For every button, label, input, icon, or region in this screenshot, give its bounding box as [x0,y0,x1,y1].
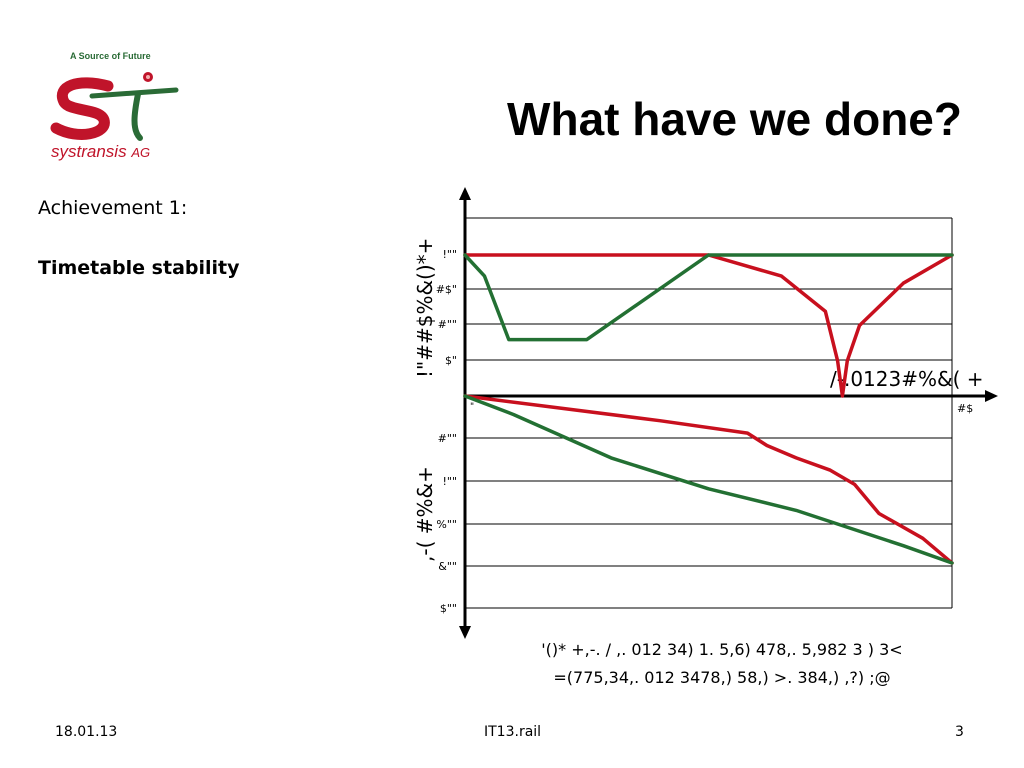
y-axis-arrow-down [459,626,471,639]
top-y-tick-label: #"" [438,318,457,331]
page-number: 3 [955,724,964,740]
slide-title: What have we done? [507,93,962,145]
bottom-series-red [463,394,954,565]
bottom-y-tick-label: &"" [438,560,457,573]
chart-caption-line-2: =(775,34,. 012 3478,) 58,) >. 384,) ,?) … [553,668,890,687]
achievement-value: Timetable stability [38,257,240,279]
bottom-y-tick-label: #"" [438,432,457,445]
y-axis-arrow-up [459,187,471,200]
top-series-green [463,253,954,342]
achievement-label: Achievement 1: [38,197,188,219]
bottom-y-tick-label: $"" [440,602,457,615]
chart-caption-line-1: '()* +,-. / ,. 012 34) 1. 5,6) 478,. 5,9… [541,640,902,659]
logo-company-suffix: AG [131,145,151,160]
footer-title: IT13.rail [484,724,542,740]
logo-tagline: A Source of Future [70,51,151,61]
top-series-red [463,253,954,398]
bottom-series-green [463,394,954,565]
logo-company-text: systransis [51,142,127,161]
top-y-tick-label: $" [445,354,457,367]
x-tick-label-origin: " [470,402,474,412]
bottom-y-axis-label: ,-( #%&+ [413,466,437,562]
x-tick-label-end: #$ [957,402,973,415]
top-y-axis-label: !"##$%&()*+ [413,238,437,378]
company-logo: A Source of Future systransis AG [48,48,188,163]
footer-date: 18.01.13 [55,724,118,740]
x-axis-arrow [985,390,998,402]
bottom-y-tick-label: !"" [442,475,457,488]
bottom-y-tick-label: %"" [436,518,457,531]
top-y-tick-label: !"" [442,248,457,261]
logo-company-name: systransis AG [51,142,150,162]
st-logo-icon [50,72,179,141]
x-axis-label: /-.0123#%&( + [830,367,984,391]
top-y-tick-label: #$" [436,283,457,296]
